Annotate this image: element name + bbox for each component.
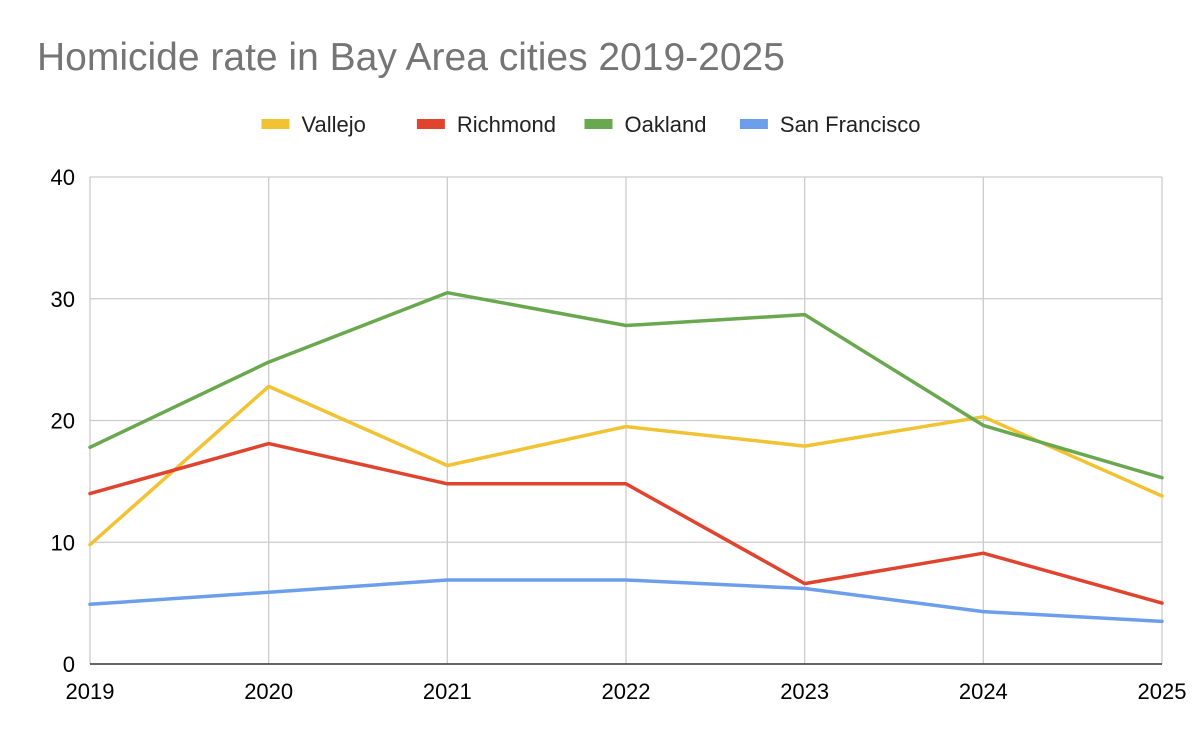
x-tick-label: 2023	[780, 679, 829, 704]
chart-title: Homicide rate in Bay Area cities 2019-20…	[37, 36, 785, 79]
axes: 0 10 20 30 40 2019 2020 2021 2022 2023 2024 2025	[51, 165, 1187, 704]
legend-swatch-san-francisco	[739, 119, 768, 129]
y-tick-label: 40	[51, 165, 75, 190]
series-line-oakland	[88, 290, 1164, 480]
y-tick-label: 10	[51, 530, 75, 555]
legend-label-oakland: Oakland	[625, 112, 707, 137]
y-tick-label: 0	[63, 652, 75, 677]
x-tick-label: 2022	[602, 679, 651, 704]
series-line-san-francisco	[88, 578, 1164, 624]
x-tick-label: 2024	[959, 679, 1008, 704]
x-tick-label: 2021	[423, 679, 472, 704]
grid	[89, 176, 1163, 664]
y-tick-label: 20	[51, 409, 75, 434]
x-tick-label: 2025	[1138, 679, 1187, 704]
legend-label-san-francisco: San Francisco	[780, 112, 921, 137]
x-tick-label: 2020	[244, 679, 293, 704]
legend-swatch-oakland	[584, 119, 613, 129]
series-lines	[88, 290, 1164, 624]
legend-label-vallejo: Vallejo	[302, 112, 366, 137]
series-line-vallejo	[88, 384, 1164, 547]
y-tick-label: 30	[51, 287, 75, 312]
legend-swatch-richmond	[416, 119, 445, 129]
legend-label-richmond: Richmond	[457, 112, 556, 137]
legend-swatch-vallejo	[261, 119, 290, 129]
series-line-richmond	[88, 441, 1164, 605]
legend: Vallejo Richmond Oakland San Francisco	[261, 112, 921, 137]
x-tick-label: 2019	[66, 679, 115, 704]
